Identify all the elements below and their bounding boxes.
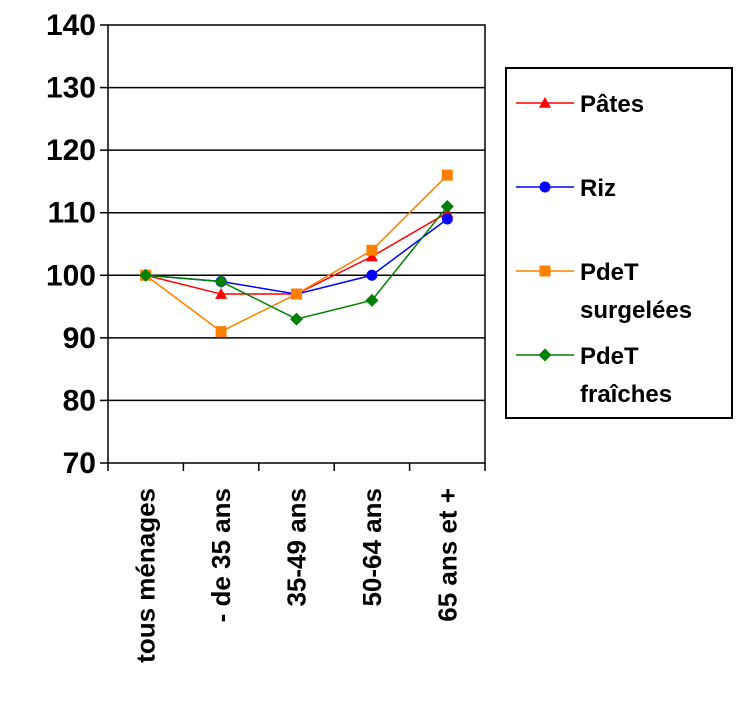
legend-entry: Riz bbox=[516, 175, 616, 202]
x-tick-label: - de 35 ans bbox=[206, 488, 236, 622]
y-tick-label: 140 bbox=[46, 9, 96, 42]
data-point bbox=[290, 312, 303, 326]
series-line bbox=[145, 205, 448, 320]
legend-entry: PdeT surgelées bbox=[516, 259, 692, 324]
data-point bbox=[365, 250, 378, 262]
legend-marker bbox=[539, 97, 551, 108]
legend-label: PdeT bbox=[580, 259, 639, 286]
y-tick-label: 80 bbox=[63, 384, 96, 417]
y-axis-ticks: 70 80 90 100 110 120 130 140 bbox=[46, 9, 108, 480]
axes bbox=[107, 24, 486, 464]
y-tick-label: 120 bbox=[46, 134, 96, 167]
y-tick-label: 130 bbox=[46, 72, 96, 105]
data-point bbox=[366, 269, 378, 281]
x-tick-label: 50-64 ans bbox=[357, 488, 387, 607]
legend-marker bbox=[539, 265, 551, 277]
x-tick-label: tous ménages bbox=[131, 488, 161, 663]
data-point bbox=[441, 213, 453, 225]
series-group bbox=[139, 169, 454, 338]
plot-area bbox=[107, 24, 486, 464]
series-4 bbox=[139, 199, 454, 326]
data-point bbox=[139, 268, 153, 282]
series-3 bbox=[140, 169, 453, 338]
gridlines bbox=[108, 86, 485, 402]
data-point bbox=[440, 199, 454, 213]
legend-entry: PdeT fraîches bbox=[516, 343, 672, 408]
data-point bbox=[441, 169, 453, 181]
series-1 bbox=[139, 206, 454, 299]
x-axis-ticks: tous ménages - de 35 ans 35-49 ans 50-64 an… bbox=[107, 463, 486, 663]
data-point bbox=[291, 288, 302, 300]
legend-entry: Pâtes bbox=[516, 91, 644, 118]
data-point bbox=[215, 326, 227, 338]
series-line bbox=[145, 218, 448, 295]
data-point bbox=[365, 293, 379, 307]
data-point bbox=[214, 275, 228, 289]
legend-label: Pâtes bbox=[580, 91, 644, 118]
legend-marker bbox=[539, 181, 551, 193]
y-tick-label: 70 bbox=[63, 447, 96, 480]
x-tick-label: 35-49 ans bbox=[282, 488, 312, 607]
legend-marker bbox=[538, 348, 552, 362]
x-tick-label: 65 ans et + bbox=[432, 488, 462, 622]
y-tick-label: 110 bbox=[48, 197, 96, 230]
y-tick-label: 90 bbox=[63, 322, 96, 355]
legend: Pâtes Riz PdeT surgelées PdeT fraîches bbox=[505, 67, 733, 419]
data-point bbox=[366, 244, 378, 256]
legend-label: Riz bbox=[580, 175, 616, 202]
legend-label: surgelées bbox=[580, 297, 692, 324]
y-tick-label: 100 bbox=[46, 259, 96, 292]
series-2 bbox=[140, 213, 453, 300]
data-point bbox=[215, 288, 228, 299]
legend-label: fraîches bbox=[580, 381, 672, 408]
legend-label: PdeT bbox=[580, 343, 639, 370]
